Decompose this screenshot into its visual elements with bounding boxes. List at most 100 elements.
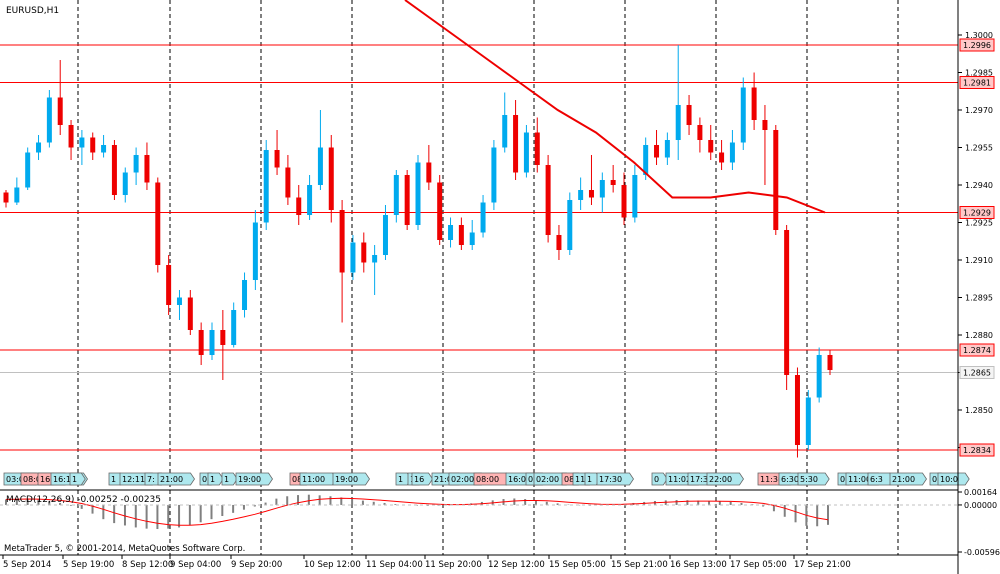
candle-body[interactable] [242,280,248,310]
candle-body[interactable] [382,215,388,255]
candle-body[interactable] [740,87,746,143]
candle-body[interactable] [122,172,128,196]
candle-body[interactable] [339,210,345,273]
candle-body[interactable] [794,375,800,445]
candle-body[interactable] [372,255,378,263]
event-marker[interactable] [332,472,370,486]
candle-body[interactable] [816,355,822,398]
candle-body[interactable] [350,242,356,273]
event-marker[interactable] [596,472,634,486]
candle-body[interactable] [654,145,660,158]
candle-body[interactable] [90,137,96,153]
candle-body[interactable] [79,137,85,148]
candle-body[interactable] [328,147,334,211]
candle-body[interactable] [751,87,757,121]
candle-body[interactable] [307,185,313,215]
candle-body[interactable] [404,175,410,225]
candle-body[interactable] [426,162,432,183]
candle-body[interactable] [675,105,681,140]
candle-body[interactable] [187,297,193,331]
candle-body[interactable] [805,397,811,446]
candle-body[interactable] [578,190,584,200]
candle-body[interactable] [762,120,768,130]
candle-body[interactable] [513,115,519,173]
candle-body[interactable] [664,140,670,158]
event-marker[interactable] [651,472,668,486]
level-tag [959,206,995,219]
candle-body[interactable] [101,145,107,153]
candle-body[interactable] [827,355,833,370]
event-marker[interactable] [235,472,273,486]
candle-body[interactable] [697,125,703,140]
level-tag [959,343,995,357]
candle-body[interactable] [3,192,9,203]
candle-body[interactable] [198,330,204,355]
candle-body[interactable] [252,222,258,281]
event-marker[interactable] [69,472,86,486]
time-tick-label: 9 Sep 20:00 [231,560,282,570]
candle-body[interactable] [545,165,551,235]
event-marker[interactable] [207,472,224,486]
candle-body[interactable] [361,242,367,263]
candle-body[interactable] [643,145,649,175]
candle-body[interactable] [111,145,117,195]
candle-body[interactable] [621,185,627,218]
candle-body[interactable] [296,197,302,216]
event-marker[interactable] [157,472,195,486]
candle-body[interactable] [209,330,215,355]
candle-body[interactable] [719,152,725,163]
candle-body[interactable] [393,175,399,215]
candle-body[interactable] [25,152,31,188]
candle-body[interactable] [458,225,464,245]
event-marker[interactable] [706,472,744,486]
candle-body[interactable] [599,180,605,198]
candle-body[interactable] [46,97,52,143]
price-tick-label: 1.2925 [965,219,993,228]
candle-body[interactable] [166,265,172,305]
event-marker[interactable] [937,472,970,486]
candle-body[interactable] [784,230,790,375]
candle-body[interactable] [231,310,237,345]
candle-body[interactable] [274,150,280,168]
event-marker[interactable] [889,472,927,486]
candle-body[interactable] [317,147,323,186]
candle-body[interactable] [534,132,540,166]
event-marker[interactable] [411,472,434,486]
candle-body[interactable] [155,182,161,266]
candle-body[interactable] [68,125,74,148]
time-tick-label: 15 Sep 21:00 [611,560,668,570]
candle-body[interactable] [36,142,42,153]
candle-body[interactable] [523,132,529,173]
candle-body[interactable] [469,232,475,246]
candle-body[interactable] [686,105,692,125]
event-marker[interactable] [797,472,830,486]
candle-body[interactable] [556,235,562,250]
event-marker[interactable] [221,472,238,486]
candle-body[interactable] [176,297,182,306]
candle-body[interactable] [773,130,779,230]
candle-body[interactable] [14,187,20,203]
candle-body[interactable] [57,97,63,126]
candle-body[interactable] [708,140,714,153]
candle-body[interactable] [263,150,269,223]
candle-body[interactable] [632,175,638,218]
candle-body[interactable] [415,162,421,226]
candle-body[interactable] [610,180,616,185]
candle-body[interactable] [729,142,735,163]
candles[interactable] [3,45,833,458]
candle-body[interactable] [220,330,226,345]
candle-body[interactable] [480,202,486,233]
candle-body[interactable] [448,225,454,240]
macd-panel [0,494,958,530]
candle-body[interactable] [502,115,508,148]
candle-body[interactable] [491,147,497,203]
event-marker-label: 6:3 [870,475,883,484]
candle-body[interactable] [567,200,573,250]
candle-body[interactable] [285,167,291,198]
candle-body[interactable] [144,155,150,183]
candle-body[interactable] [133,155,139,173]
candle-body[interactable] [588,190,594,198]
candle-body[interactable] [437,182,443,241]
